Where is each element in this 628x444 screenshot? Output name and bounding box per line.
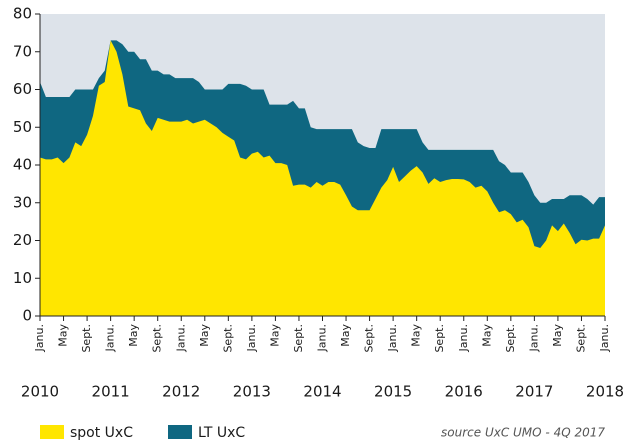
x-tick-label: May	[551, 324, 564, 347]
x-tick-label: Sept.	[80, 324, 93, 353]
year-label: 2013	[233, 383, 271, 401]
year-label: 2016	[445, 383, 483, 401]
source: source UxC UMO - 4Q 2017	[441, 426, 605, 440]
x-tick-label: Sept.	[221, 324, 234, 353]
x-tick-label: May	[127, 324, 140, 347]
x-tick-label: Sept.	[504, 324, 517, 353]
y-tick-label: 70	[13, 42, 32, 60]
x-tick-label: Janu.	[104, 324, 117, 352]
x-tick-label: May	[339, 324, 352, 347]
y-tick-label: 60	[13, 80, 32, 98]
x-tick-label: Janu.	[598, 324, 611, 352]
x-tick-label: Sept.	[433, 324, 446, 353]
x-tick-label: Janu.	[33, 324, 46, 352]
x-tick-label: Janu.	[386, 324, 399, 352]
x-tick-label: Sept.	[151, 324, 164, 353]
legend-label: LT UxC	[198, 425, 245, 441]
y-tick-label: 40	[13, 156, 32, 174]
x-tick-label: May	[57, 324, 70, 347]
x-tick-label: Janu.	[245, 324, 258, 352]
y-tick-label: 0	[22, 307, 32, 325]
y-tick-label: 20	[13, 231, 32, 249]
x-tick-label: May	[480, 324, 493, 347]
legend-swatch	[168, 425, 192, 439]
year-label: 2014	[303, 383, 341, 401]
x-tick-label: Sept.	[574, 324, 587, 353]
x-tick-label: May	[198, 324, 211, 347]
year-label: 2011	[92, 383, 130, 401]
x-tick-label: Sept.	[363, 324, 376, 353]
year-label: 2015	[374, 383, 412, 401]
y-tick-label: 50	[13, 118, 32, 136]
year-label: 2010	[21, 383, 59, 401]
x-tick-label: Janu.	[457, 324, 470, 352]
x-tick-label: May	[268, 324, 281, 347]
y-tick-label: 80	[13, 5, 32, 23]
year-label: 2012	[162, 383, 200, 401]
y-tick-label: 10	[13, 269, 32, 287]
x-tick-label: Sept.	[292, 324, 305, 353]
legend-swatch	[40, 425, 64, 439]
x-tick-label: Janu.	[174, 324, 187, 352]
x-tick-label: Janu.	[527, 324, 540, 352]
y-tick-label: 30	[13, 193, 32, 211]
year-label: 2017	[515, 383, 553, 401]
area	[40, 40, 605, 317]
year-label: 2018	[586, 383, 624, 401]
x-tick-label: Janu.	[316, 324, 329, 352]
x-tick-label: May	[410, 324, 423, 347]
legend-label: spot UxC	[70, 425, 133, 441]
